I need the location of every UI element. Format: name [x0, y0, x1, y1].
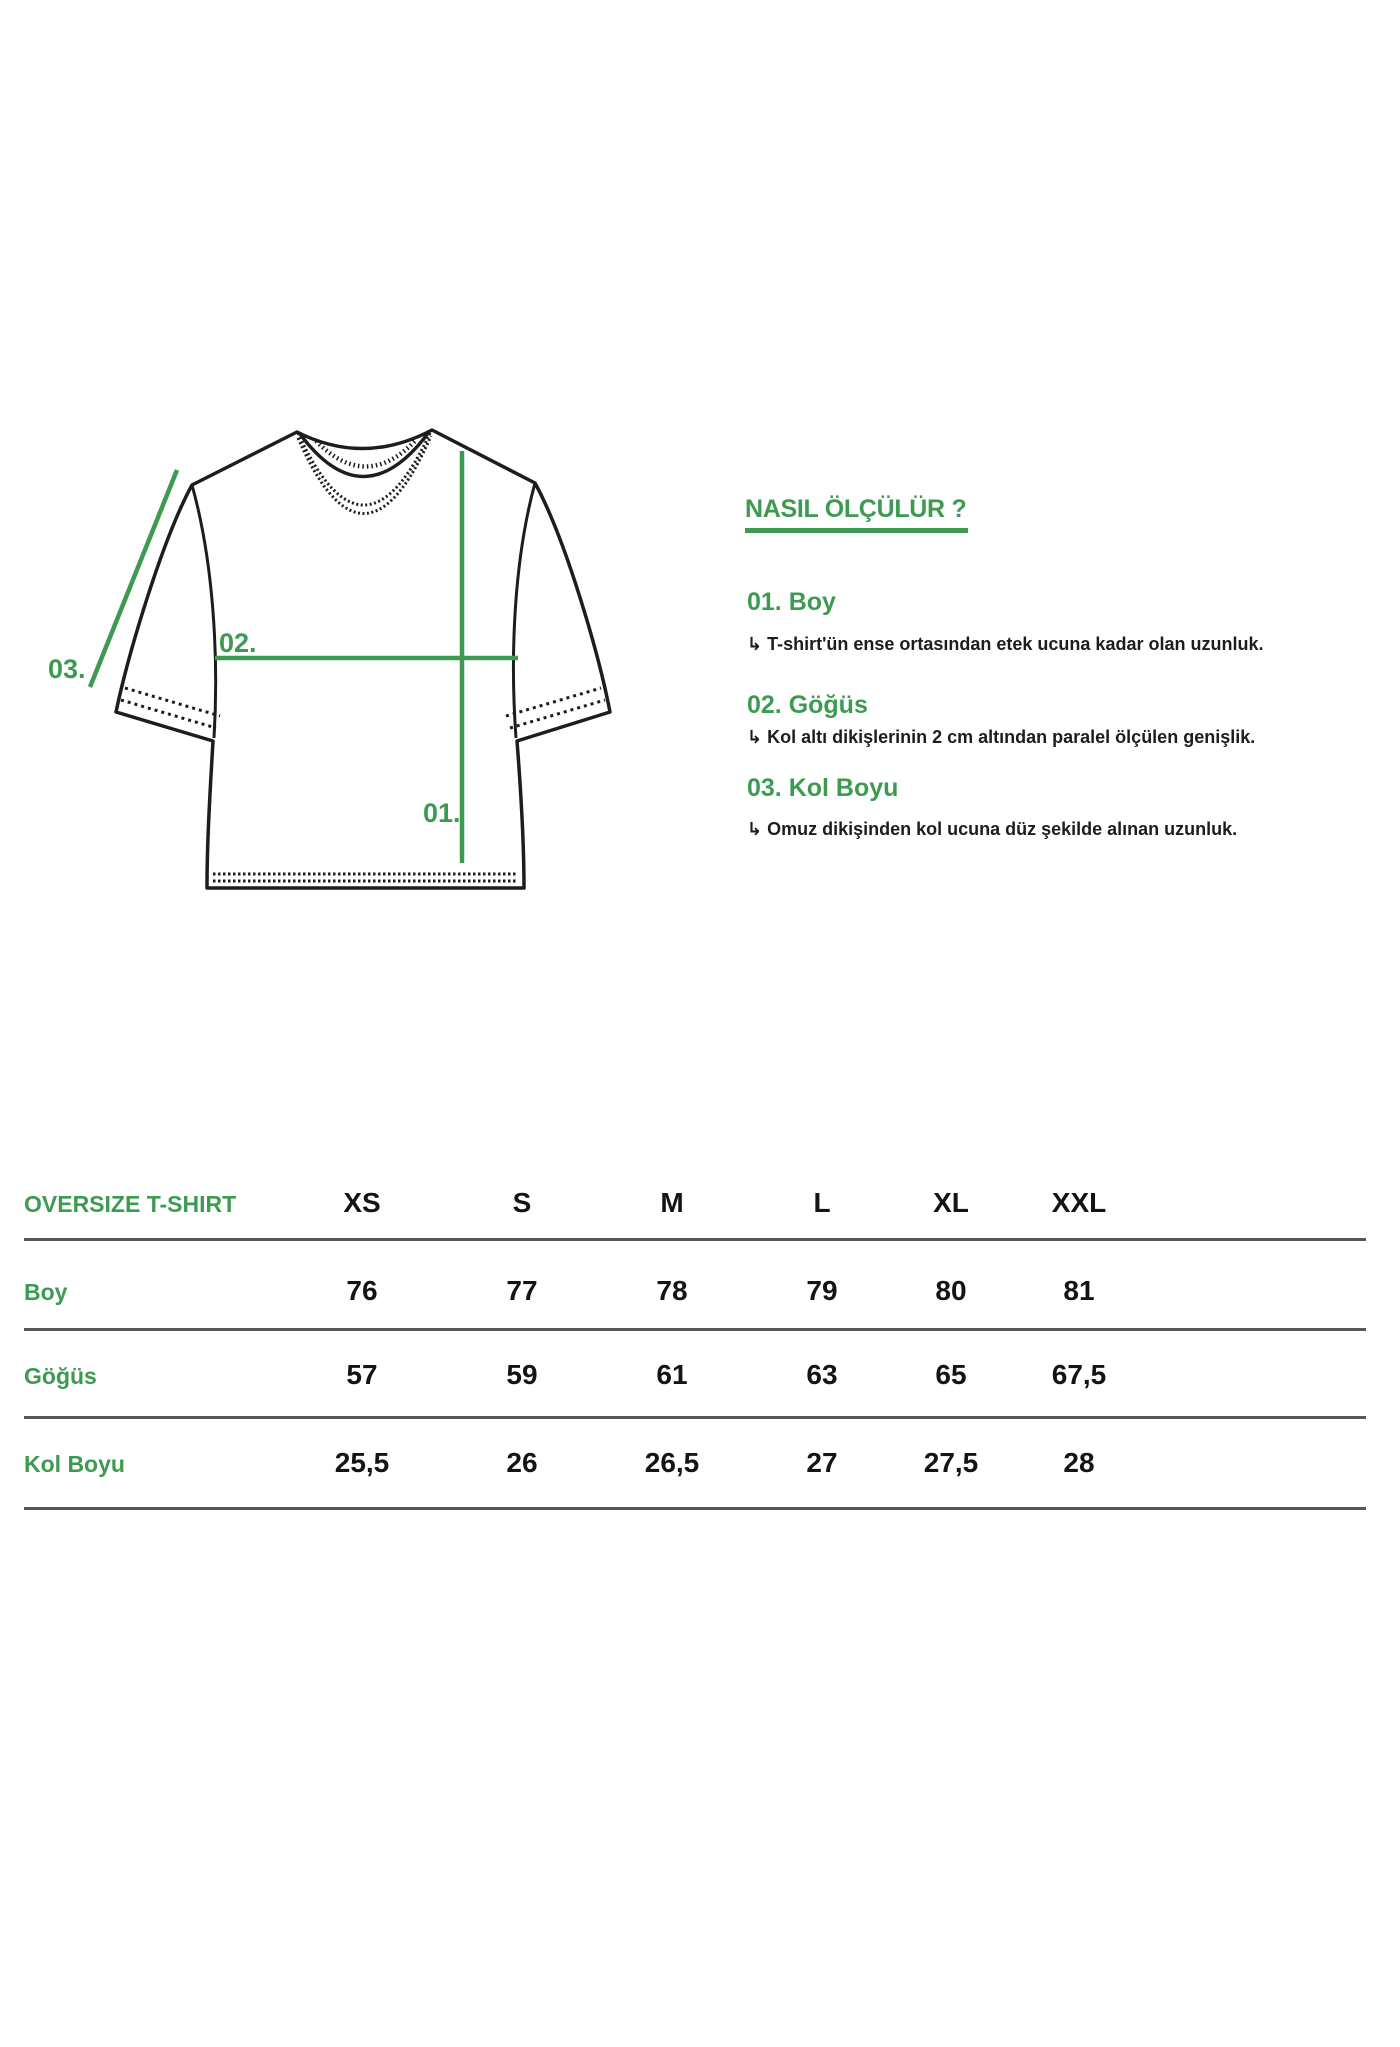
cell-kolboyu-s: 26 — [506, 1447, 538, 1478]
cell-gogus-s: 59 — [506, 1359, 538, 1390]
table-product-label: OVERSIZE T-SHIRT — [24, 1191, 237, 1217]
table-rule-1 — [24, 1238, 1366, 1241]
left-cuff-stitch — [120, 686, 221, 730]
right-cuff-stitch — [505, 686, 606, 730]
col-header-s: S — [512, 1187, 532, 1218]
section-desc-boy: ↳ T-shirt'ün ense ortasından etek ucuna … — [747, 634, 1264, 654]
collar-back-rib-stitch — [314, 439, 417, 469]
cell-boy-m: 78 — [656, 1275, 688, 1306]
row-label-gogus: Göğüs — [24, 1363, 97, 1389]
table-rule-3 — [24, 1416, 1366, 1419]
col-header-l: L — [813, 1187, 831, 1218]
col-header-xs: XS — [343, 1187, 381, 1218]
cell-kolboyu-m: 26,5 — [644, 1447, 700, 1478]
tshirt-measurement-diagram: 03. 02. 01. — [48, 428, 612, 890]
section-desc-gogus: ↳ Kol altı dikişlerinin 2 cm altından pa… — [747, 727, 1256, 747]
cell-kolboyu-l: 27 — [806, 1447, 838, 1478]
col-header-m: M — [660, 1187, 684, 1218]
measure-line-03-kol-boyu — [87, 469, 180, 688]
right-armhole-seam — [511, 482, 537, 739]
collar-front-rib-stitch-2 — [296, 435, 433, 515]
cell-boy-xxl: 81 — [1063, 1275, 1095, 1306]
collar-back-inner-edge — [298, 430, 431, 479]
section-heading-gogus: 02. Göğüs — [747, 691, 868, 719]
col-header-xl: XL — [933, 1187, 969, 1218]
title-underline — [745, 528, 968, 533]
row-label-boy: Boy — [24, 1279, 68, 1305]
cell-boy-xs: 76 — [346, 1275, 378, 1306]
cell-kolboyu-xxl: 28 — [1063, 1447, 1095, 1478]
table-rule-2 — [24, 1328, 1366, 1331]
measure-label-01: 01. — [423, 798, 461, 828]
cell-gogus-xl: 65 — [935, 1359, 967, 1390]
section-heading-kol-boyu: 03. Kol Boyu — [747, 774, 899, 802]
left-armhole-seam — [190, 484, 218, 739]
section-desc-kol-boyu: ↳ Omuz dikişinden kol ucuna düz şekilde … — [747, 819, 1238, 839]
cell-gogus-xs: 57 — [346, 1359, 378, 1390]
cell-boy-xl: 80 — [935, 1275, 967, 1306]
cell-boy-l: 79 — [806, 1275, 838, 1306]
cell-gogus-m: 61 — [656, 1359, 688, 1390]
cell-kolboyu-xs: 25,5 — [334, 1447, 390, 1478]
cell-gogus-xxl: 67,5 — [1051, 1359, 1107, 1390]
cell-boy-s: 77 — [506, 1275, 538, 1306]
measure-label-02: 02. — [219, 628, 257, 658]
row-label-kol-boyu: Kol Boyu — [24, 1451, 125, 1477]
measure-label-03: 03. — [48, 654, 86, 684]
how-to-measure-title: NASIL ÖLÇÜLÜR ? — [745, 495, 967, 523]
hem-stitch — [213, 872, 518, 883]
cell-kolboyu-xl: 27,5 — [923, 1447, 979, 1478]
section-heading-boy: 01. Boy — [747, 588, 836, 616]
col-header-xxl: XXL — [1051, 1187, 1107, 1218]
cell-gogus-l: 63 — [806, 1359, 838, 1390]
table-rule-4 — [24, 1507, 1366, 1510]
collar-front-rib-stitch-1 — [296, 430, 433, 507]
